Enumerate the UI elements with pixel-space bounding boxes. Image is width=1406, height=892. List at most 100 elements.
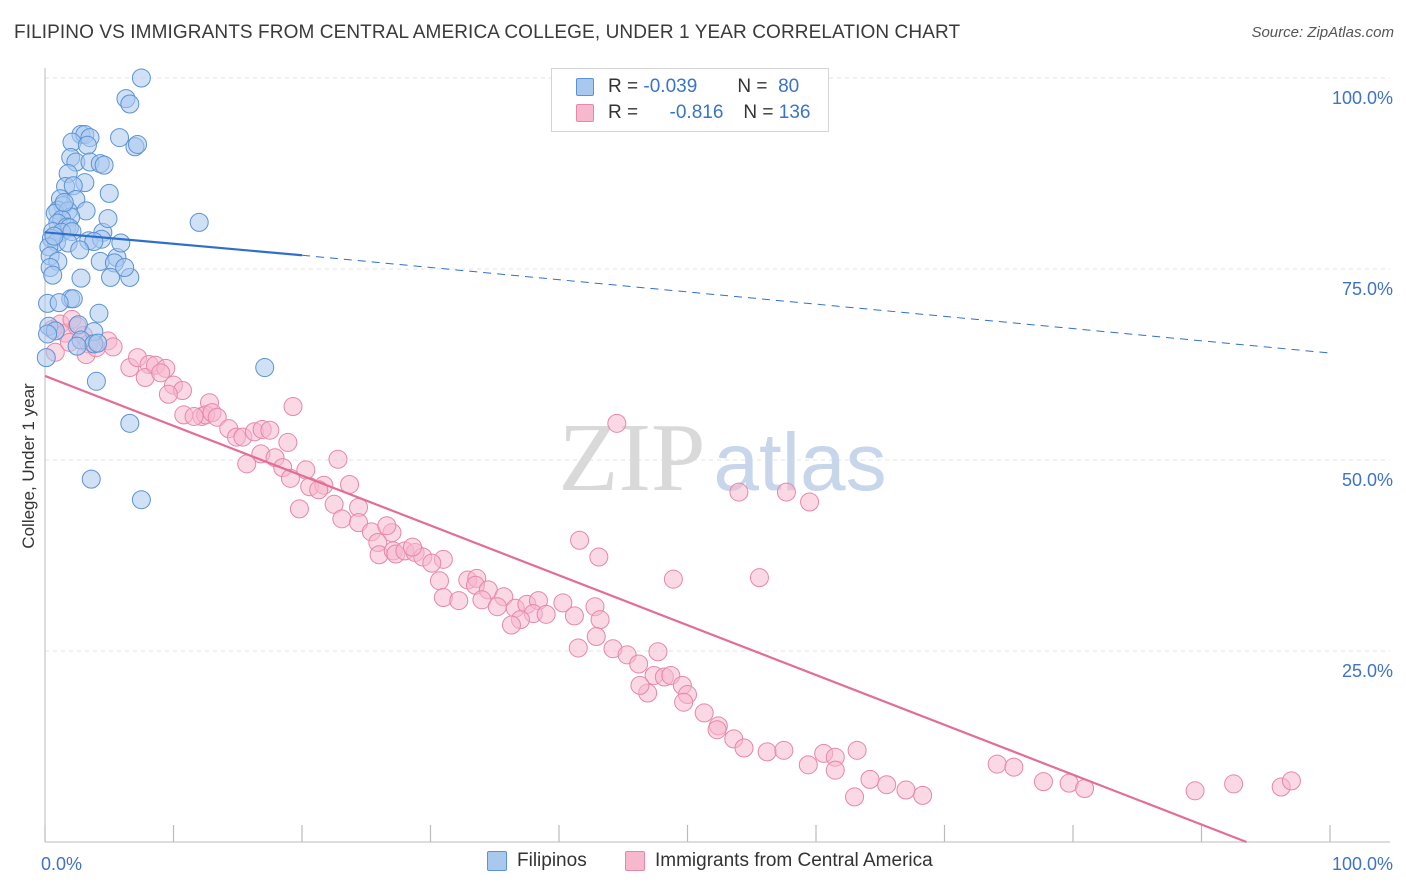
- central-america-point: [729, 482, 749, 502]
- y-axis-label: College, Under 1 year: [19, 383, 38, 549]
- central-america-point: [151, 363, 171, 383]
- filipino-point: [54, 193, 74, 213]
- filipino-point: [86, 371, 106, 391]
- filipino-point: [88, 333, 108, 353]
- central-america-point: [913, 785, 933, 805]
- filipino-point: [110, 128, 130, 148]
- filipino-point: [128, 134, 148, 154]
- central-america-point: [1004, 757, 1024, 777]
- n-label: N =: [743, 102, 774, 123]
- filipinos-legend-swatch: [487, 851, 507, 871]
- central-america-point: [674, 692, 694, 712]
- central-america-point: [896, 780, 916, 800]
- filipino-trend-line: [44, 231, 303, 257]
- central-america-point: [377, 516, 397, 536]
- central-america-trend-line: [44, 374, 1247, 844]
- central-america-point: [589, 547, 609, 567]
- r-label: R =: [608, 102, 639, 123]
- central-america-point: [349, 513, 369, 533]
- filipino-trend-extension: [301, 254, 1331, 354]
- central-america-point: [694, 703, 714, 723]
- n-value-central-america: 136: [778, 102, 811, 123]
- central-america-point: [586, 626, 606, 646]
- central-america-point: [184, 406, 204, 426]
- central-america-point: [429, 571, 449, 591]
- x-tick-label: 100.0%: [1332, 854, 1393, 874]
- filipino-point: [49, 293, 69, 313]
- central-america-point: [332, 509, 352, 529]
- correlation-legend: R = -0.039 N = 80 R = -0.816 N = 136: [551, 68, 829, 132]
- chart-source: Source: ZipAtlas.com: [1251, 24, 1394, 41]
- central-america-point: [845, 787, 865, 807]
- filipino-point: [81, 469, 101, 489]
- central-america-point: [422, 553, 442, 573]
- filipinos-swatch: [576, 78, 594, 96]
- filipino-point: [99, 183, 119, 203]
- central-america-point: [1224, 774, 1244, 794]
- central-america-point: [449, 591, 469, 611]
- filipino-point: [189, 212, 209, 232]
- y-tick-label: 100.0%: [1332, 88, 1393, 108]
- central-america-point: [283, 397, 303, 417]
- filipino-point: [120, 413, 140, 433]
- central-america-point: [847, 740, 867, 760]
- central-america-point: [564, 606, 584, 626]
- central-america-point: [487, 597, 507, 617]
- filipino-point: [131, 490, 151, 510]
- y-tick-label: 25.0%: [1342, 661, 1393, 681]
- filipino-point: [38, 324, 58, 344]
- filipino-point: [94, 155, 114, 175]
- legend-item-central-america: Immigrants from Central America: [625, 850, 933, 872]
- filipino-point: [89, 303, 109, 323]
- central-america-point: [798, 755, 818, 775]
- central-america-point: [568, 638, 588, 658]
- central-america-point: [663, 569, 683, 589]
- filipino-point: [120, 94, 140, 114]
- filipino-point: [131, 68, 151, 88]
- filipino-point: [98, 209, 118, 229]
- central-america-point: [860, 769, 880, 789]
- filipino-point: [70, 240, 90, 260]
- filipino-point: [77, 135, 97, 155]
- central-america-point: [553, 593, 573, 613]
- central-america-point: [289, 499, 309, 519]
- central-america-point: [734, 738, 754, 758]
- central-america-point: [309, 480, 329, 500]
- central-america-point: [1281, 771, 1301, 791]
- chart-title: FILIPINO VS IMMIGRANTS FROM CENTRAL AMER…: [14, 22, 961, 43]
- central-america-point: [278, 432, 298, 452]
- filipino-point: [111, 233, 131, 253]
- central-america-point: [877, 775, 897, 795]
- central-america-point: [536, 604, 556, 624]
- filipino-point: [71, 268, 91, 288]
- central-america-point: [433, 588, 453, 608]
- central-america-point: [707, 720, 727, 740]
- n-label: N =: [737, 76, 768, 97]
- central-america-point: [757, 742, 777, 762]
- filipino-point: [115, 257, 135, 277]
- filipino-point: [36, 348, 56, 368]
- central-america-point: [207, 407, 227, 427]
- y-tick-label: 50.0%: [1342, 470, 1393, 490]
- central-america-point: [570, 530, 590, 550]
- central-america-point: [987, 754, 1007, 774]
- filipinos-legend-label: Filipinos: [517, 850, 587, 871]
- central-america-point: [648, 642, 668, 662]
- legend-row-central-america: R = -0.816 N = 136: [576, 100, 810, 126]
- central-america-swatch: [576, 104, 594, 122]
- central-america-point: [774, 740, 794, 760]
- central-america-point: [629, 654, 649, 674]
- legend-item-filipinos: Filipinos: [487, 850, 587, 872]
- central-america-legend-swatch: [625, 851, 645, 871]
- filipino-point: [43, 265, 63, 285]
- central-america-point: [749, 568, 769, 588]
- filipino-point: [44, 226, 64, 246]
- central-america-point: [1033, 772, 1053, 792]
- central-america-point: [800, 492, 820, 512]
- central-america-point: [776, 482, 796, 502]
- filipino-point: [255, 358, 275, 378]
- n-value-filipinos: 80: [778, 76, 800, 97]
- central-america-point: [1185, 781, 1205, 801]
- central-america-point: [158, 384, 178, 404]
